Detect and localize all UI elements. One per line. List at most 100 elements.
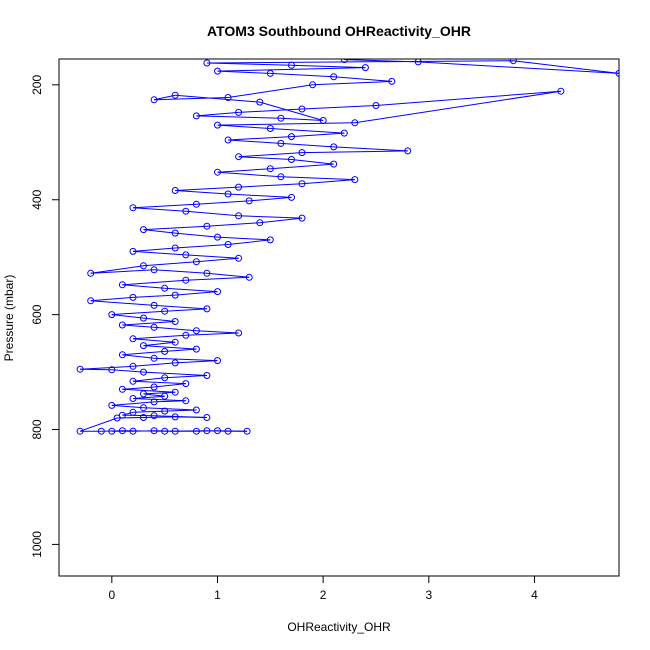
- series-segment: [185, 210, 239, 217]
- data-point: [214, 121, 221, 129]
- series-segment: [122, 279, 186, 286]
- data-point: [129, 293, 137, 301]
- series-segment: [344, 59, 419, 63]
- series-segment: [196, 115, 281, 119]
- series-segment: [333, 76, 392, 82]
- series-segment: [238, 183, 303, 188]
- data-point: [161, 392, 169, 400]
- data-point: [277, 114, 285, 122]
- data-point: [129, 204, 137, 212]
- data-point: [161, 284, 169, 292]
- data-point: [214, 233, 221, 241]
- data-point: [150, 354, 158, 362]
- series-segment: [270, 128, 345, 134]
- data-point: [140, 342, 147, 350]
- data-point: [192, 112, 200, 120]
- data-point: [288, 156, 295, 163]
- series-segment: [143, 341, 176, 347]
- series-segment: [90, 296, 134, 302]
- series-points: [76, 59, 619, 435]
- series-segment: [270, 72, 334, 78]
- data-point: [129, 362, 137, 370]
- data-point: [388, 77, 396, 85]
- data-point: [277, 173, 285, 181]
- data-point: [87, 297, 95, 305]
- data-point: [161, 307, 169, 315]
- data-point: [224, 427, 232, 435]
- data-point: [182, 251, 190, 259]
- series-segment: [154, 97, 229, 101]
- data-point: [214, 357, 221, 365]
- series-segment: [217, 236, 271, 241]
- series-segment: [132, 395, 165, 399]
- series-segment: [196, 257, 239, 263]
- series-segment: [143, 391, 176, 395]
- data-point: [150, 383, 158, 391]
- series-segment: [175, 360, 218, 364]
- series-segment: [175, 232, 218, 238]
- data-point: [118, 427, 126, 435]
- series-segment: [143, 261, 197, 267]
- chart-title: ATOM3 Southbound OHReactivity_OHR: [207, 23, 471, 39]
- data-point: [171, 91, 179, 99]
- data-point: [266, 125, 274, 132]
- data-point: [129, 395, 137, 402]
- y-tick-label: 1000: [30, 531, 44, 558]
- series-segment: [238, 215, 303, 219]
- series-segment: [143, 229, 176, 234]
- data-point: [288, 133, 295, 141]
- series-segment: [132, 203, 197, 209]
- data-point: [129, 377, 137, 385]
- series-segment: [132, 247, 176, 252]
- data-point: [277, 139, 285, 147]
- data-point: [243, 427, 251, 435]
- data-point: [372, 102, 380, 109]
- series-segment: [143, 416, 176, 418]
- data-point: [150, 427, 158, 435]
- series-segment: [122, 284, 165, 289]
- series-segment: [132, 207, 186, 212]
- data-point: [118, 385, 126, 393]
- series-segment: [206, 430, 229, 432]
- y-tick-label: 600: [30, 304, 44, 324]
- data-point: [150, 301, 158, 309]
- series-segment: [164, 348, 197, 352]
- data-point: [182, 276, 190, 284]
- series-segment: [175, 291, 218, 296]
- x-tick-label: 4: [531, 588, 538, 602]
- series-segment: [312, 80, 392, 86]
- data-point: [87, 269, 95, 277]
- data-point: [214, 168, 221, 176]
- data-point: [171, 388, 179, 396]
- data-point: [235, 329, 243, 337]
- data-point: [113, 414, 121, 422]
- x-axis: 0 1 2 3 4: [108, 575, 538, 602]
- data-point: [150, 412, 158, 420]
- series-segment: [259, 217, 303, 224]
- y-axis: 200 400 600 800 1000: [30, 75, 60, 558]
- data-point: [140, 404, 147, 412]
- data-point: [76, 365, 84, 373]
- data-point: [171, 359, 179, 367]
- data-point: [182, 397, 190, 405]
- series-segment: [196, 200, 250, 205]
- data-point: [203, 414, 211, 421]
- data-point: [129, 335, 137, 343]
- series-segment: [132, 377, 165, 382]
- series-segment: [111, 369, 144, 373]
- data-point: [118, 321, 126, 329]
- x-tick-label: 0: [108, 588, 115, 602]
- series-segment: [513, 60, 619, 74]
- series-segment: [175, 186, 239, 191]
- data-point: [129, 247, 137, 255]
- data-point: [235, 183, 243, 191]
- data-point: [192, 345, 200, 353]
- data-point: [214, 288, 221, 296]
- data-point: [150, 96, 158, 104]
- series-segment: [175, 94, 260, 103]
- x-tick-label: 1: [214, 588, 221, 602]
- data-point: [615, 69, 619, 77]
- data-point: [118, 281, 126, 289]
- series-segment: [354, 90, 561, 124]
- series-segment: [143, 317, 176, 322]
